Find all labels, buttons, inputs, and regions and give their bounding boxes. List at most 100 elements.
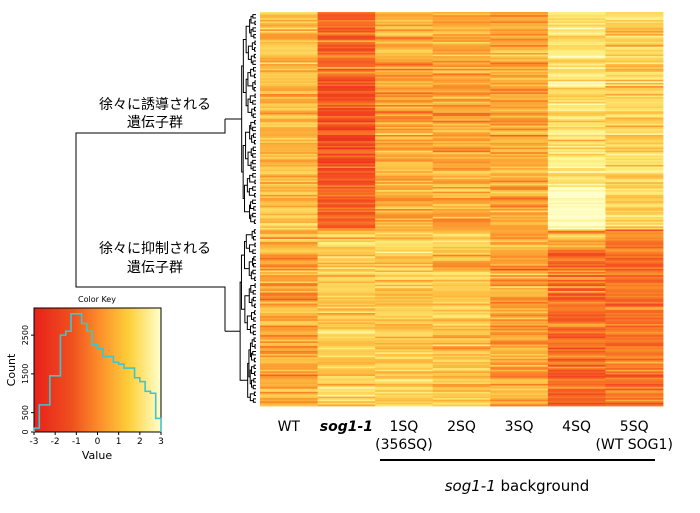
heatmap-cell <box>490 43 549 46</box>
heatmap-cell <box>375 48 434 51</box>
heatmap-cell <box>317 153 376 156</box>
heatmap-cell <box>317 204 376 207</box>
heatmap-cell <box>605 57 664 60</box>
heatmap-cell <box>432 197 491 200</box>
heatmap-cell <box>375 309 434 312</box>
heatmap-cell <box>317 49 376 52</box>
dendrogram-branch <box>253 378 256 383</box>
heatmap-cell <box>490 238 549 241</box>
heatmap-cell <box>547 221 606 224</box>
heatmap-cell <box>375 79 434 82</box>
heatmap-cell <box>432 261 491 263</box>
heatmap-cell <box>432 163 491 166</box>
heatmap-cell <box>432 380 491 383</box>
heatmap-cell <box>260 243 318 246</box>
heatmap-cell <box>375 224 434 227</box>
heatmap-cell <box>432 221 491 224</box>
heatmap-cell <box>375 346 434 349</box>
column-labels: WT sog1-1 1SQ(356SQ)2SQ 3SQ 4SQ 5SQ(WT SOG1) <box>278 419 673 453</box>
heatmap-cell <box>375 229 434 232</box>
heatmap-cell <box>605 174 664 177</box>
heatmap-cell <box>490 344 549 347</box>
heatmap-cell <box>605 377 664 380</box>
dendrogram-branch <box>242 145 246 199</box>
heatmap-cell <box>547 316 606 319</box>
heatmap-cell <box>490 313 549 315</box>
heatmap-cell <box>605 62 664 65</box>
heatmap-cell <box>490 229 549 232</box>
heatmap-cell <box>260 253 318 256</box>
heatmap-cell <box>547 97 606 100</box>
heatmap-cell <box>547 153 606 156</box>
dendrogram-branch <box>247 45 253 60</box>
heatmap-cell <box>605 90 664 93</box>
heatmap-cell <box>547 205 606 208</box>
heatmap-cell <box>260 303 318 306</box>
heatmap-cell <box>317 275 376 278</box>
heatmap-cell <box>432 147 491 150</box>
heatmap-cell <box>375 175 434 178</box>
heatmap-cell <box>375 185 434 188</box>
heatmap-cell <box>260 331 318 334</box>
heatmap-cell <box>547 313 606 315</box>
heatmap-cell <box>490 294 549 297</box>
heatmap-cell <box>490 394 549 397</box>
heatmap-cell <box>375 286 434 289</box>
heatmap-cell <box>432 402 491 405</box>
heatmap-cell <box>547 330 606 333</box>
heatmap-cell <box>432 114 491 117</box>
heatmap-cell <box>605 191 664 194</box>
heatmap-cell <box>547 123 606 126</box>
color-key-x-tick-label: -3 <box>30 437 39 447</box>
heatmap-cell <box>375 41 434 44</box>
heatmap-cell <box>260 93 318 96</box>
heatmap-cell <box>490 109 549 112</box>
dendrogram-branch <box>240 254 245 310</box>
heatmap-cell <box>605 216 664 219</box>
heatmap-cell <box>260 185 318 188</box>
heatmap-cell <box>260 155 318 158</box>
heatmap-cell <box>490 185 549 188</box>
heatmap-cell <box>260 12 318 14</box>
dendrogram-branch <box>251 135 255 143</box>
heatmap-cell <box>260 390 318 393</box>
heatmap-cell <box>317 130 376 133</box>
heatmap-cell <box>432 275 491 278</box>
heatmap-cell <box>490 324 549 327</box>
heatmap-cell <box>432 32 491 35</box>
heatmap-cell <box>375 197 434 200</box>
heatmap-cell <box>547 215 606 218</box>
heatmap-cell <box>490 256 549 259</box>
heatmap-cell <box>605 87 664 90</box>
heatmap-cell <box>260 209 318 211</box>
heatmap-cell <box>317 313 376 315</box>
heatmap-cell <box>605 179 664 182</box>
dendrogram-branch <box>252 153 256 158</box>
heatmap-cell <box>605 152 664 155</box>
heatmap-cell <box>605 317 664 320</box>
heatmap-cell <box>547 177 606 180</box>
heatmap-cell <box>260 325 318 328</box>
dendrogram-branch <box>253 67 256 72</box>
heatmap-cell <box>375 101 434 104</box>
heatmap-cell <box>605 68 664 71</box>
heatmap-cell <box>375 385 434 388</box>
heatmap-cell <box>605 111 664 114</box>
heatmap-cell <box>547 30 606 33</box>
heatmap-cell <box>605 92 664 95</box>
dendrogram-branch <box>254 303 256 309</box>
heatmap-cell <box>547 139 606 142</box>
heatmap-cell <box>317 163 376 166</box>
color-key-x-tick-label: 2 <box>137 437 143 447</box>
heatmap-cell <box>432 385 491 388</box>
dendrogram-branch <box>249 342 253 358</box>
heatmap-cell <box>317 45 376 48</box>
heatmap-cell <box>605 290 664 293</box>
heatmap-cell <box>432 286 491 289</box>
heatmap-cell <box>547 147 606 150</box>
heatmap-cell <box>260 215 318 218</box>
heatmap-cell <box>375 37 434 40</box>
heatmap-cell <box>260 301 318 304</box>
heatmap-cell <box>547 387 606 390</box>
heatmap-cell <box>547 127 606 130</box>
